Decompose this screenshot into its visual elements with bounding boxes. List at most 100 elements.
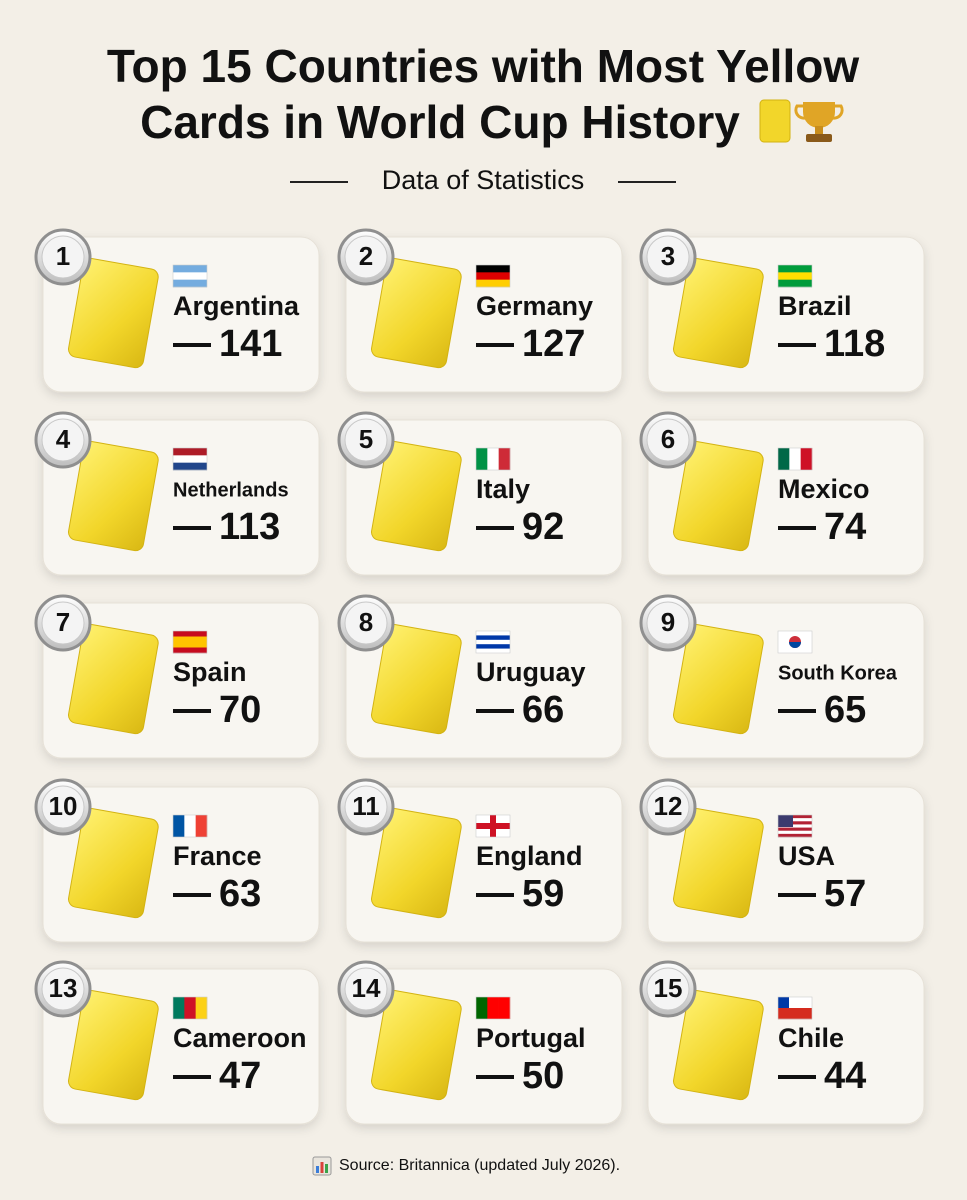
flag	[777, 447, 813, 471]
source: Source: Britannica (updated July 2026).	[339, 1157, 620, 1174]
yellow-card-icon	[371, 623, 462, 735]
flag-stripe	[173, 462, 207, 471]
country: Cameroon	[173, 1023, 307, 1053]
flag	[777, 814, 813, 838]
rank-badge-inner	[344, 601, 388, 645]
flag-stripe	[778, 818, 812, 822]
flag-stripe	[476, 644, 510, 649]
flag-cross	[476, 823, 510, 829]
flag-stripe	[778, 827, 812, 832]
value: 113	[219, 506, 280, 548]
yellow-card	[673, 257, 764, 369]
rank: 13	[49, 973, 78, 1003]
flag-stripe	[498, 997, 511, 1019]
rank-badge-inner	[646, 418, 690, 462]
flag-stripe	[487, 997, 499, 1019]
source-icon	[312, 1156, 332, 1176]
flag-stripe	[778, 821, 812, 825]
flag-stripe	[173, 647, 207, 654]
flag-border	[475, 264, 511, 288]
rank-badge-inner	[344, 235, 388, 279]
yellow-card-icon	[673, 440, 764, 552]
value: 47	[219, 1055, 261, 1097]
yellow-card-icon	[371, 440, 462, 552]
flag-stripe	[476, 648, 510, 654]
flag	[172, 814, 208, 838]
value-dash	[173, 709, 211, 713]
value-dash	[778, 1075, 816, 1079]
rank-badge-inner	[646, 785, 690, 829]
title-icons	[759, 99, 844, 143]
value: 70	[219, 689, 261, 731]
country: Brazil	[778, 291, 852, 321]
value-dash	[476, 1075, 514, 1079]
flag-canton	[778, 815, 793, 827]
rank: 11	[352, 791, 380, 821]
rank: 10	[49, 791, 78, 821]
value-dash	[173, 526, 211, 530]
flag-stripe	[778, 824, 812, 828]
rank: 15	[654, 973, 683, 1003]
flag-stripe	[476, 448, 488, 470]
flag-emblem	[789, 642, 801, 648]
value-dash	[173, 893, 211, 897]
value: 59	[522, 873, 564, 915]
country: England	[476, 841, 583, 871]
flag-stripe	[173, 997, 185, 1019]
yellow-card-icon	[673, 257, 764, 369]
country: South Korea	[778, 662, 898, 684]
title-line: Cards in World Cup History	[140, 96, 740, 148]
rank-badge-inner	[344, 785, 388, 829]
flag-stripe	[476, 635, 510, 641]
flag-stripe	[173, 815, 185, 837]
value: 118	[824, 323, 885, 365]
country: Mexico	[778, 474, 870, 504]
yellow-card	[68, 257, 159, 369]
rank-badge-inner	[646, 967, 690, 1011]
flag-stripe	[778, 833, 812, 838]
yellow-card	[68, 440, 159, 552]
flag-stripe	[173, 636, 207, 643]
country: Argentina	[173, 291, 300, 321]
value: 141	[219, 323, 282, 365]
card: 9 South Korea 65	[639, 594, 925, 759]
flag-stripe	[778, 272, 812, 280]
rank: 1	[56, 241, 70, 271]
flag-border	[777, 996, 813, 1020]
flag	[475, 630, 511, 654]
flag	[172, 996, 208, 1020]
yellow-card-icon	[371, 807, 462, 919]
value-dash	[476, 893, 514, 897]
flag-border	[475, 447, 511, 471]
value: 92	[522, 506, 564, 548]
flag-stripe	[778, 830, 812, 835]
flag-stripe	[173, 265, 207, 273]
value: 127	[522, 323, 585, 365]
rank-badge-inner	[41, 601, 85, 645]
value-dash	[778, 343, 816, 347]
flag	[475, 447, 511, 471]
flag-stripe	[778, 997, 812, 1009]
flag	[777, 630, 813, 654]
flag-border	[475, 814, 511, 838]
yellow-card	[673, 807, 764, 919]
country: Uruguay	[476, 657, 586, 687]
flag-stripe	[778, 279, 812, 288]
value: 63	[219, 873, 261, 915]
rank-badge-inner	[344, 967, 388, 1011]
flag-stripe	[487, 448, 499, 470]
flag-border	[172, 447, 208, 471]
flag	[777, 996, 813, 1020]
rank: 7	[56, 607, 70, 637]
flag-border	[475, 630, 511, 654]
value-dash	[173, 1075, 211, 1079]
